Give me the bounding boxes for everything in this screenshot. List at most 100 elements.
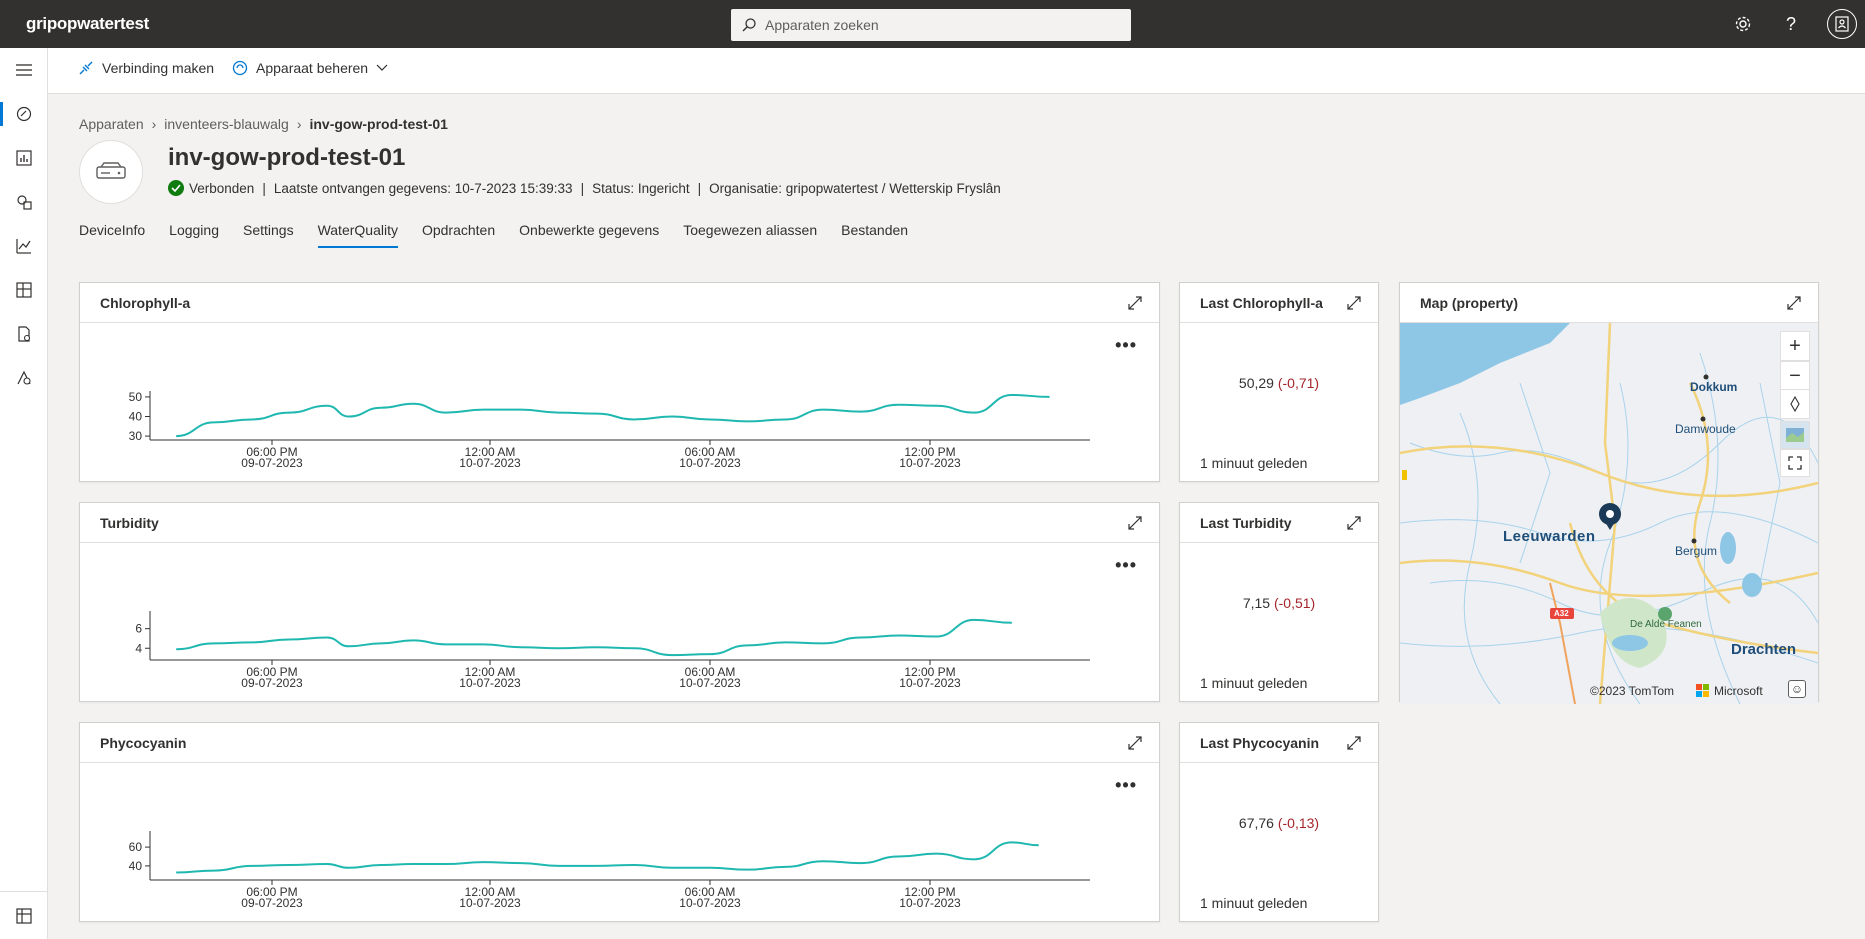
help-icon[interactable]: ? <box>1785 13 1796 34</box>
kpi-delta: (-0,51) <box>1273 595 1316 611</box>
analytics-nav-icon[interactable] <box>0 224 48 268</box>
device-status-line: Verbonden | Laatste ontvangen gegevens: … <box>168 180 1001 196</box>
tile-title: Last Chlorophyll-a <box>1180 283 1378 323</box>
x-tick-label-time: 06:00 PM <box>246 885 297 899</box>
turbidity-chart-tile: Turbidity ••• 4 6 06:00 PM 09-07-2023 12:00 … <box>79 502 1160 702</box>
command-bar: Verbinding maken Apparaat beheren <box>48 48 1865 94</box>
map-label-drachten: Drachten <box>1731 641 1797 658</box>
map-label-dokkum: Dokkum <box>1690 380 1738 394</box>
connection-status: Verbonden <box>189 180 255 196</box>
compass-icon[interactable] <box>1780 389 1810 419</box>
x-tick-label-date: 10-07-2023 <box>679 896 741 910</box>
device-icon <box>79 140 143 204</box>
expand-icon[interactable] <box>1127 735 1143 751</box>
tab-settings[interactable]: Settings <box>242 222 294 238</box>
x-tick-label-date: 10-07-2023 <box>899 676 961 690</box>
x-tick-label-time: 06:00 AM <box>685 445 736 459</box>
x-tick-label-date: 10-07-2023 <box>899 896 961 910</box>
x-tick-label-time: 06:00 PM <box>246 445 297 459</box>
x-tick-label-time: 12:00 PM <box>904 885 955 899</box>
breadcrumb-device: inv-gow-prod-test-01 <box>309 116 448 132</box>
map-tile: Map (property) <box>1399 282 1819 704</box>
expand-icon[interactable] <box>1127 295 1143 311</box>
connect-button[interactable]: Verbinding maken <box>78 60 214 76</box>
tab-logging[interactable]: Logging <box>169 222 219 238</box>
more-options-icon[interactable]: ••• <box>1115 335 1137 355</box>
expand-icon[interactable] <box>1127 515 1143 531</box>
jobs-nav-icon[interactable] <box>0 312 48 356</box>
tab-aliases[interactable]: Toegewezen aliassen <box>683 222 818 238</box>
rules-nav-icon[interactable] <box>0 356 48 400</box>
x-tick-label-time: 12:00 AM <box>465 885 516 899</box>
x-tick-label-date: 10-07-2023 <box>459 676 521 690</box>
search-placeholder: Apparaten zoeken <box>765 17 879 33</box>
device-search-input[interactable]: Apparaten zoeken <box>731 9 1131 41</box>
tab-waterquality[interactable]: WaterQuality <box>317 222 399 248</box>
last-phycocyanin-tile: Last Phycocyanin 67,76 (-0,13) 1 minuut … <box>1179 722 1379 922</box>
more-options-icon[interactable]: ••• <box>1115 555 1137 575</box>
breadcrumb-template[interactable]: inventeers-blauwalg <box>164 116 289 132</box>
series-line <box>176 841 1039 874</box>
manage-label: Apparaat beheren <box>256 60 369 76</box>
divider: | <box>262 180 266 196</box>
expand-icon[interactable] <box>1786 295 1802 311</box>
app-brand[interactable]: gripopwatertest <box>26 14 150 33</box>
devices-nav-icon[interactable] <box>0 92 48 136</box>
x-tick-label-time: 12:00 AM <box>465 445 516 459</box>
kpi-timestamp: 1 minuut geleden <box>1200 455 1308 471</box>
y-tick-label: 40 <box>129 859 143 873</box>
kpi-value: 50,29 <box>1238 375 1274 391</box>
feedback-smiley-icon[interactable]: ☺ <box>1788 680 1806 698</box>
plug-icon <box>79 61 93 75</box>
expand-icon[interactable] <box>1346 295 1362 311</box>
x-tick-label-time: 06:00 AM <box>685 885 736 899</box>
device-groups-nav-icon[interactable] <box>0 180 48 224</box>
chevron-right-icon: › <box>151 116 157 132</box>
y-tick-label: 60 <box>129 840 143 854</box>
x-tick-label-date: 10-07-2023 <box>459 456 521 470</box>
kpi-delta: (-0,13) <box>1277 815 1320 831</box>
gear-icon[interactable] <box>1731 12 1755 36</box>
map-label-leeuwarden: Leeuwarden <box>1503 528 1596 545</box>
app-settings-nav-icon[interactable] <box>0 891 48 939</box>
series-line <box>176 393 1050 438</box>
map-style-picker-icon[interactable] <box>1780 421 1810 449</box>
tab-raw-data[interactable]: Onbewerkte gegevens <box>519 222 660 238</box>
check-circle-icon <box>168 180 184 196</box>
y-tick-label: 30 <box>129 429 143 443</box>
kpi-timestamp: 1 minuut geleden <box>1200 675 1308 691</box>
expand-icon[interactable] <box>1346 515 1362 531</box>
more-options-icon[interactable]: ••• <box>1115 775 1137 795</box>
chlorophyll-chart-tile: Chlorophyll-a ••• 30 40 50 06:00 PM 09-07-20… <box>79 282 1160 482</box>
hamburger-menu-icon[interactable] <box>0 48 48 92</box>
series-line <box>176 618 1012 657</box>
refresh-gear-icon <box>232 60 248 76</box>
map-canvas[interactable]: Dokkum Damwoude Leeuwarden Bergum De Ald… <box>1400 323 1818 704</box>
y-tick-label: 40 <box>129 410 143 424</box>
breadcrumb-devices[interactable]: Apparaten <box>79 116 144 132</box>
x-tick-label-time: 12:00 AM <box>465 665 516 679</box>
kpi-value: 7,15 <box>1242 595 1271 611</box>
zoom-in-button[interactable]: + <box>1780 331 1810 361</box>
last-chlorophyll-tile: Last Chlorophyll-a 50,29 (-0,71) 1 minuu… <box>1179 282 1379 482</box>
tab-opdrachten[interactable]: Opdrachten <box>421 222 496 238</box>
map-copyright: ©2023 TomTom <box>1590 684 1674 698</box>
divider: | <box>697 180 702 196</box>
tab-files[interactable]: Bestanden <box>841 222 909 238</box>
zoom-out-button[interactable]: − <box>1780 361 1810 391</box>
x-tick-label-time: 06:00 PM <box>246 665 297 679</box>
manage-device-dropdown[interactable]: Apparaat beheren <box>232 60 396 76</box>
templates-nav-icon[interactable] <box>0 268 48 312</box>
chevron-right-icon: › <box>296 116 302 132</box>
map-label-damwoude: Damwoude <box>1675 422 1736 436</box>
tab-deviceinfo[interactable]: DeviceInfo <box>79 222 146 238</box>
dashboard-nav-icon[interactable] <box>0 136 48 180</box>
expand-icon[interactable] <box>1346 735 1362 751</box>
tile-title: Last Turbidity <box>1180 503 1378 543</box>
y-tick-label: 4 <box>135 641 142 655</box>
avatar[interactable] <box>1827 9 1857 39</box>
fullscreen-icon[interactable] <box>1780 449 1810 477</box>
